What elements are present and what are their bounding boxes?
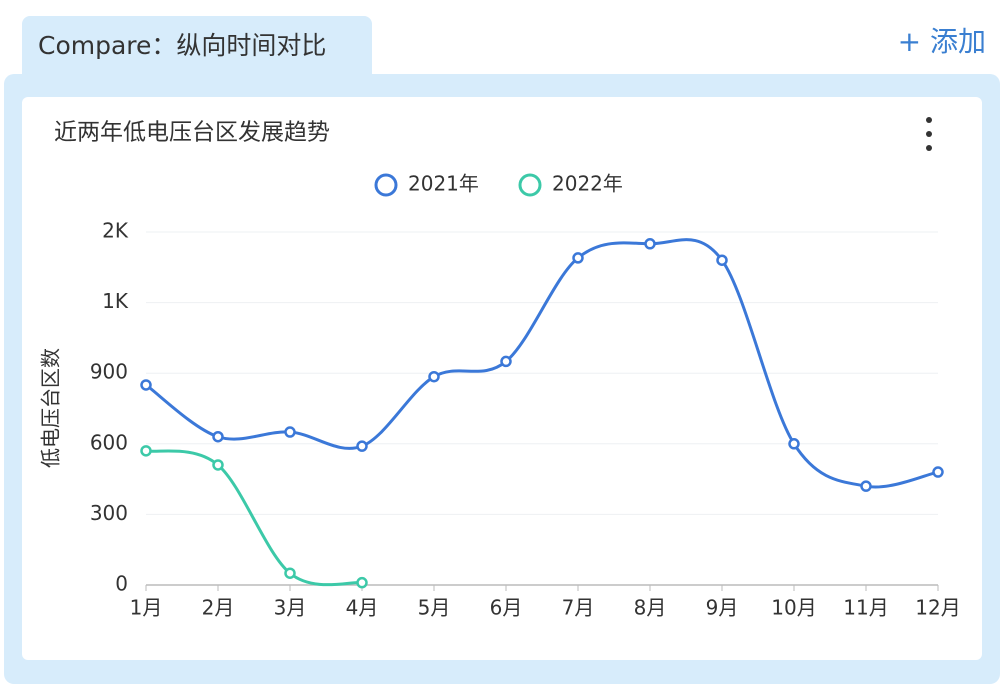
data-point	[932, 466, 944, 478]
x-tick-label: 7月	[562, 596, 595, 620]
x-tick-label: 11月	[843, 596, 888, 620]
x-tick-label: 10月	[771, 596, 816, 620]
y-tick-label: 1K	[102, 289, 129, 313]
series-line	[145, 449, 363, 587]
data-point	[428, 370, 440, 383]
y-axis-label: 低电压台区数	[39, 348, 63, 468]
data-point	[212, 459, 224, 471]
series-line	[145, 238, 939, 489]
data-point	[716, 254, 728, 266]
data-point	[212, 430, 224, 443]
data-point	[788, 438, 800, 450]
x-tick-label: 6月	[490, 596, 523, 620]
data-point	[284, 426, 296, 438]
data-point	[860, 480, 872, 492]
data-point	[356, 440, 368, 452]
data-point	[500, 355, 512, 368]
x-tick-label: 5月	[418, 596, 451, 620]
chart-title: 近两年低电压台区发展趋势	[54, 120, 330, 146]
y-tick-label: 2K	[102, 219, 129, 243]
legend-label: 2022年	[552, 172, 623, 196]
more-menu[interactable]	[926, 117, 932, 151]
legend-marker	[374, 173, 398, 197]
x-tick-label: 4月	[346, 596, 379, 620]
x-tick-label: 3月	[274, 596, 307, 620]
x-tick-label: 9月	[706, 596, 739, 620]
data-point	[356, 576, 368, 589]
data-point	[644, 238, 656, 250]
y-tick-label: 0	[115, 572, 128, 596]
compare-tab[interactable]: Compare：纵向时间对比	[22, 16, 372, 76]
x-tick-label: 12月	[915, 596, 960, 620]
x-tick-label: 8月	[634, 596, 667, 620]
x-tick-label: 2月	[202, 596, 235, 620]
x-tick-label: 1月	[130, 596, 163, 620]
y-tick-label: 600	[90, 430, 128, 454]
legend-marker	[518, 173, 542, 197]
y-tick-label: 300	[90, 501, 128, 525]
legend-label: 2021年	[408, 172, 479, 196]
data-point	[140, 379, 152, 391]
data-point	[284, 567, 296, 579]
add-button[interactable]: + 添加	[897, 25, 986, 58]
data-point	[572, 252, 584, 264]
chart-card	[22, 97, 982, 660]
data-point	[140, 445, 152, 457]
y-tick-label: 900	[90, 360, 128, 384]
